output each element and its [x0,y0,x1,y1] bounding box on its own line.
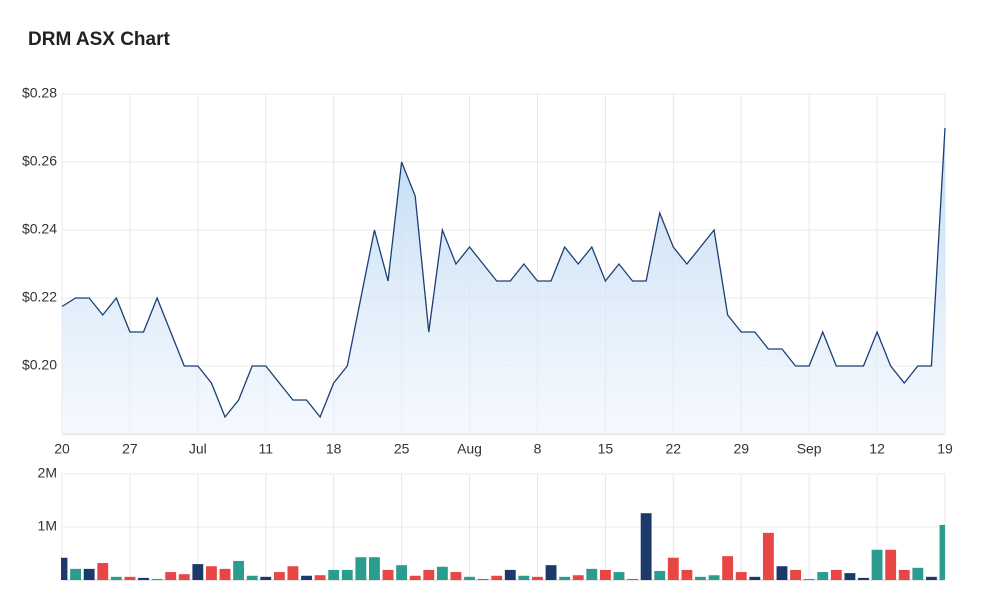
volume-bar [898,569,910,580]
volume-bar [762,532,774,580]
volume-bar [233,560,245,580]
volume-bar [803,578,815,580]
volume-bar [654,570,666,580]
volume-bar [559,576,571,580]
x-tick-label: Aug [457,441,482,457]
x-tick-label: 18 [326,441,342,457]
price-line [61,127,946,419]
volume-bar [110,576,122,580]
y-tick-label: 1M [38,518,57,534]
y-tick-label: $0.26 [22,153,57,169]
volume-bar [830,569,842,580]
volume-bar [491,575,503,580]
volume-bar [423,569,435,580]
x-tick-label: Jul [189,441,207,457]
volume-bar [776,566,788,580]
volume-bar [341,569,353,580]
volume-bar [246,575,258,580]
volume-bar [477,578,489,580]
volume-bar [314,575,326,580]
x-tick-label: 29 [733,441,749,457]
y-tick-label: 2M [38,465,57,481]
volume-bar [925,576,937,580]
volume-bar [165,572,177,580]
chart-title: DRM ASX Chart [28,29,170,50]
volume-bar [328,569,340,580]
y-tick-label: $0.20 [22,357,57,373]
volume-bar [205,566,217,580]
volume-bar [545,565,557,580]
volume-bar [97,563,109,580]
volume-bar [219,568,231,580]
x-tick-label: 15 [598,441,614,457]
volume-bar [382,569,394,580]
volume-bar [273,572,285,580]
x-tick-label: 19 [937,441,953,457]
volume-bar [572,575,584,580]
x-tick-label: 12 [869,441,885,457]
volume-bar [613,572,625,580]
volume-bar [858,577,869,580]
volume-bar [301,575,312,580]
x-tick-label: 25 [394,441,410,457]
volume-bar [409,575,421,580]
volume-bar [912,567,924,580]
y-tick-label: $0.22 [22,289,57,305]
volume-bar [627,578,638,580]
volume-bar [532,576,543,580]
volume-bar [735,572,747,580]
volume-bar [586,568,598,580]
y-tick-label: $0.24 [22,221,57,237]
x-tick-label: Sep [797,441,822,457]
volume-bar [450,572,462,580]
volume-bar [504,569,516,580]
volume-bar [70,568,82,580]
x-tick-label: 20 [54,441,70,457]
volume-bar [61,557,68,580]
volume-bar [695,576,706,580]
x-tick-label: 8 [534,441,542,457]
volume-bar [749,576,761,580]
volume-bar [885,549,897,580]
volume-bar [138,577,149,580]
volume-bar [192,564,204,580]
volume-bar [518,575,530,580]
volume-bar [939,524,945,580]
volume-bar [790,569,802,580]
volume-bar [355,557,367,580]
volume-bar [369,557,380,580]
volume-bar [708,575,720,580]
volume-bar [667,557,679,580]
volume-bar [396,565,408,580]
x-tick-label: 27 [122,441,138,457]
x-tick-label: 22 [666,441,682,457]
volume-bar [178,574,190,580]
volume-bar [599,569,611,580]
volume-bar [151,578,163,580]
volume-bar [871,549,883,580]
volume-bar [464,576,475,580]
y-tick-label: $0.28 [22,85,57,101]
volume-bar [287,566,299,580]
volume-bar [260,576,272,580]
volume-bar [640,513,652,580]
volume-bar [83,568,95,580]
volume-bar [722,556,734,580]
volume-bar [817,572,829,580]
volume-bar [844,573,856,580]
volume-bar [681,569,693,580]
volume-bar [436,566,448,580]
x-tick-label: 11 [258,441,273,457]
volume-bar [124,576,136,580]
